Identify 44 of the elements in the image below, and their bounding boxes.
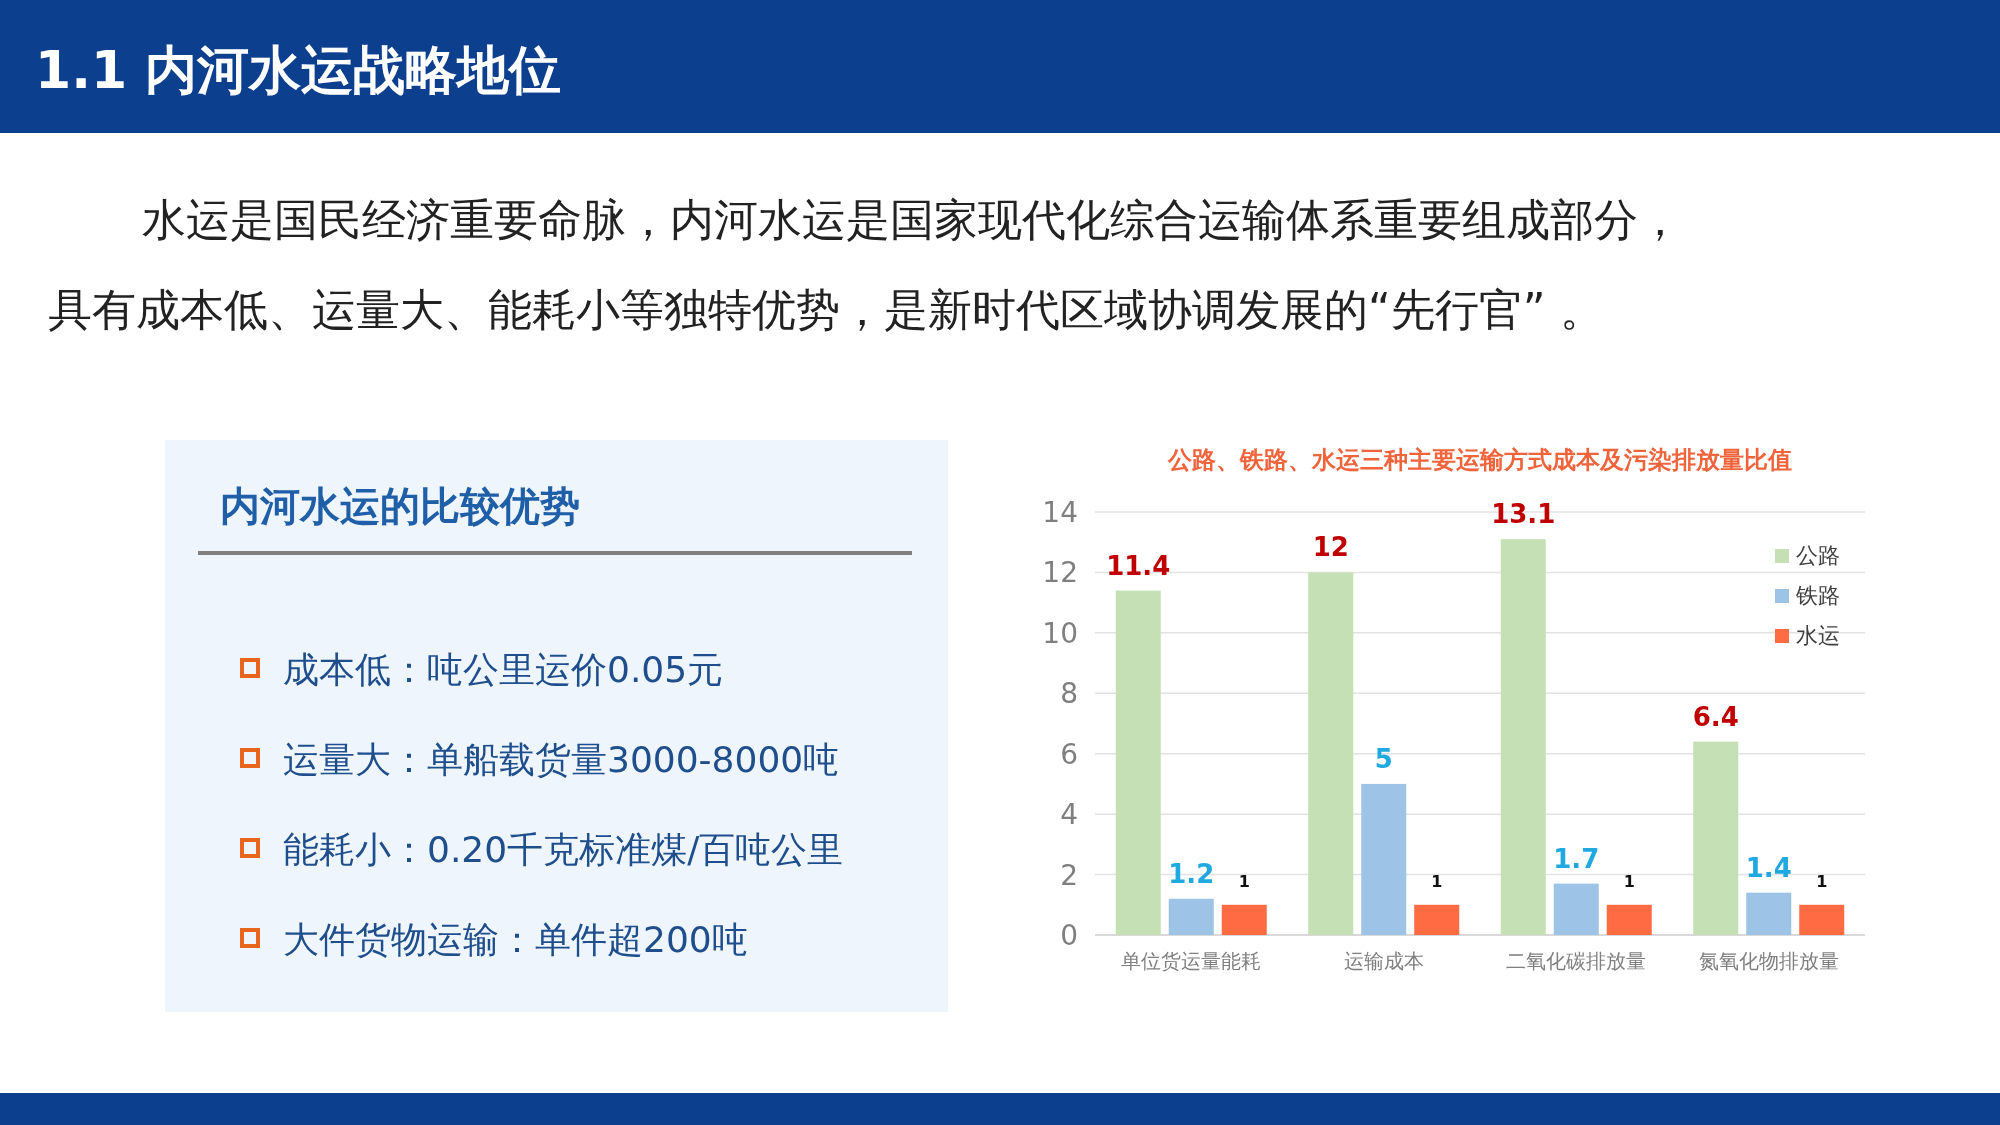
data-label: 1.4: [1745, 852, 1792, 883]
data-label: 1: [1816, 871, 1828, 891]
x-tick-label: 二氧化碳排放量: [1506, 949, 1647, 973]
bar: [1221, 904, 1267, 935]
bar: [1168, 898, 1214, 935]
bar: [1606, 904, 1652, 935]
data-label: 1: [1431, 871, 1443, 891]
data-label: 1: [1623, 871, 1635, 891]
bar: [1115, 590, 1161, 935]
y-tick-label: 12: [1042, 556, 1078, 590]
y-tick-label: 0: [1060, 919, 1078, 952]
text: 具有成本低、运量大、能耗小等独特优势，是新时代区域协调发展的“先行官” 。: [48, 284, 1604, 335]
chart-title: 公路、铁路、水运三种主要运输方式成本及污染排放量比值: [1167, 446, 1792, 474]
text: 1.1 内河水运战略地位: [35, 40, 562, 100]
y-tick-label: 14: [1042, 496, 1078, 529]
legend-label: 水运: [1796, 623, 1840, 648]
card: 内河水运的比较优势 成本低：吨公里运价0.05元 运量大：单船载货量3000-8000吨 能耗小：0.20千克标准煤/百吨公里 大件货物运输：单件超200吨: [165, 440, 948, 1012]
x-tick-label: 单位货运量能耗: [1121, 949, 1262, 973]
data-label: 1.7: [1553, 843, 1600, 874]
bar: [1799, 904, 1845, 935]
y-tick-label: 10: [1042, 616, 1078, 650]
y-tick-label: 4: [1060, 798, 1078, 832]
data-label: 1: [1238, 871, 1250, 891]
bar: [1746, 892, 1792, 935]
legend-label: 公路: [1796, 543, 1840, 568]
bar: [1414, 904, 1460, 935]
data-label: 12: [1312, 532, 1349, 563]
data-label: 5: [1374, 743, 1393, 774]
bar: [1500, 539, 1546, 935]
bar: [1308, 572, 1354, 935]
text: 水运是国民经济重要命脉，内河水运是国家现代化综合运输体系重要组成部分，: [142, 194, 1682, 245]
data-label: 1.2: [1168, 858, 1215, 889]
data-label: 6.4: [1692, 701, 1739, 732]
x-tick-label: 运输成本: [1343, 949, 1424, 973]
bar: [1693, 741, 1739, 935]
y-tick-label: 6: [1060, 737, 1078, 771]
data-label: 11.4: [1106, 550, 1171, 581]
x-tick-label: 氮氧化物排放量: [1698, 949, 1839, 973]
bar: [1553, 883, 1599, 935]
data-label: 13.1: [1491, 499, 1556, 530]
bar: [1361, 783, 1407, 935]
legend-label: 铁路: [1795, 583, 1840, 608]
y-tick-label: 8: [1060, 677, 1078, 711]
y-tick-label: 2: [1060, 858, 1078, 892]
